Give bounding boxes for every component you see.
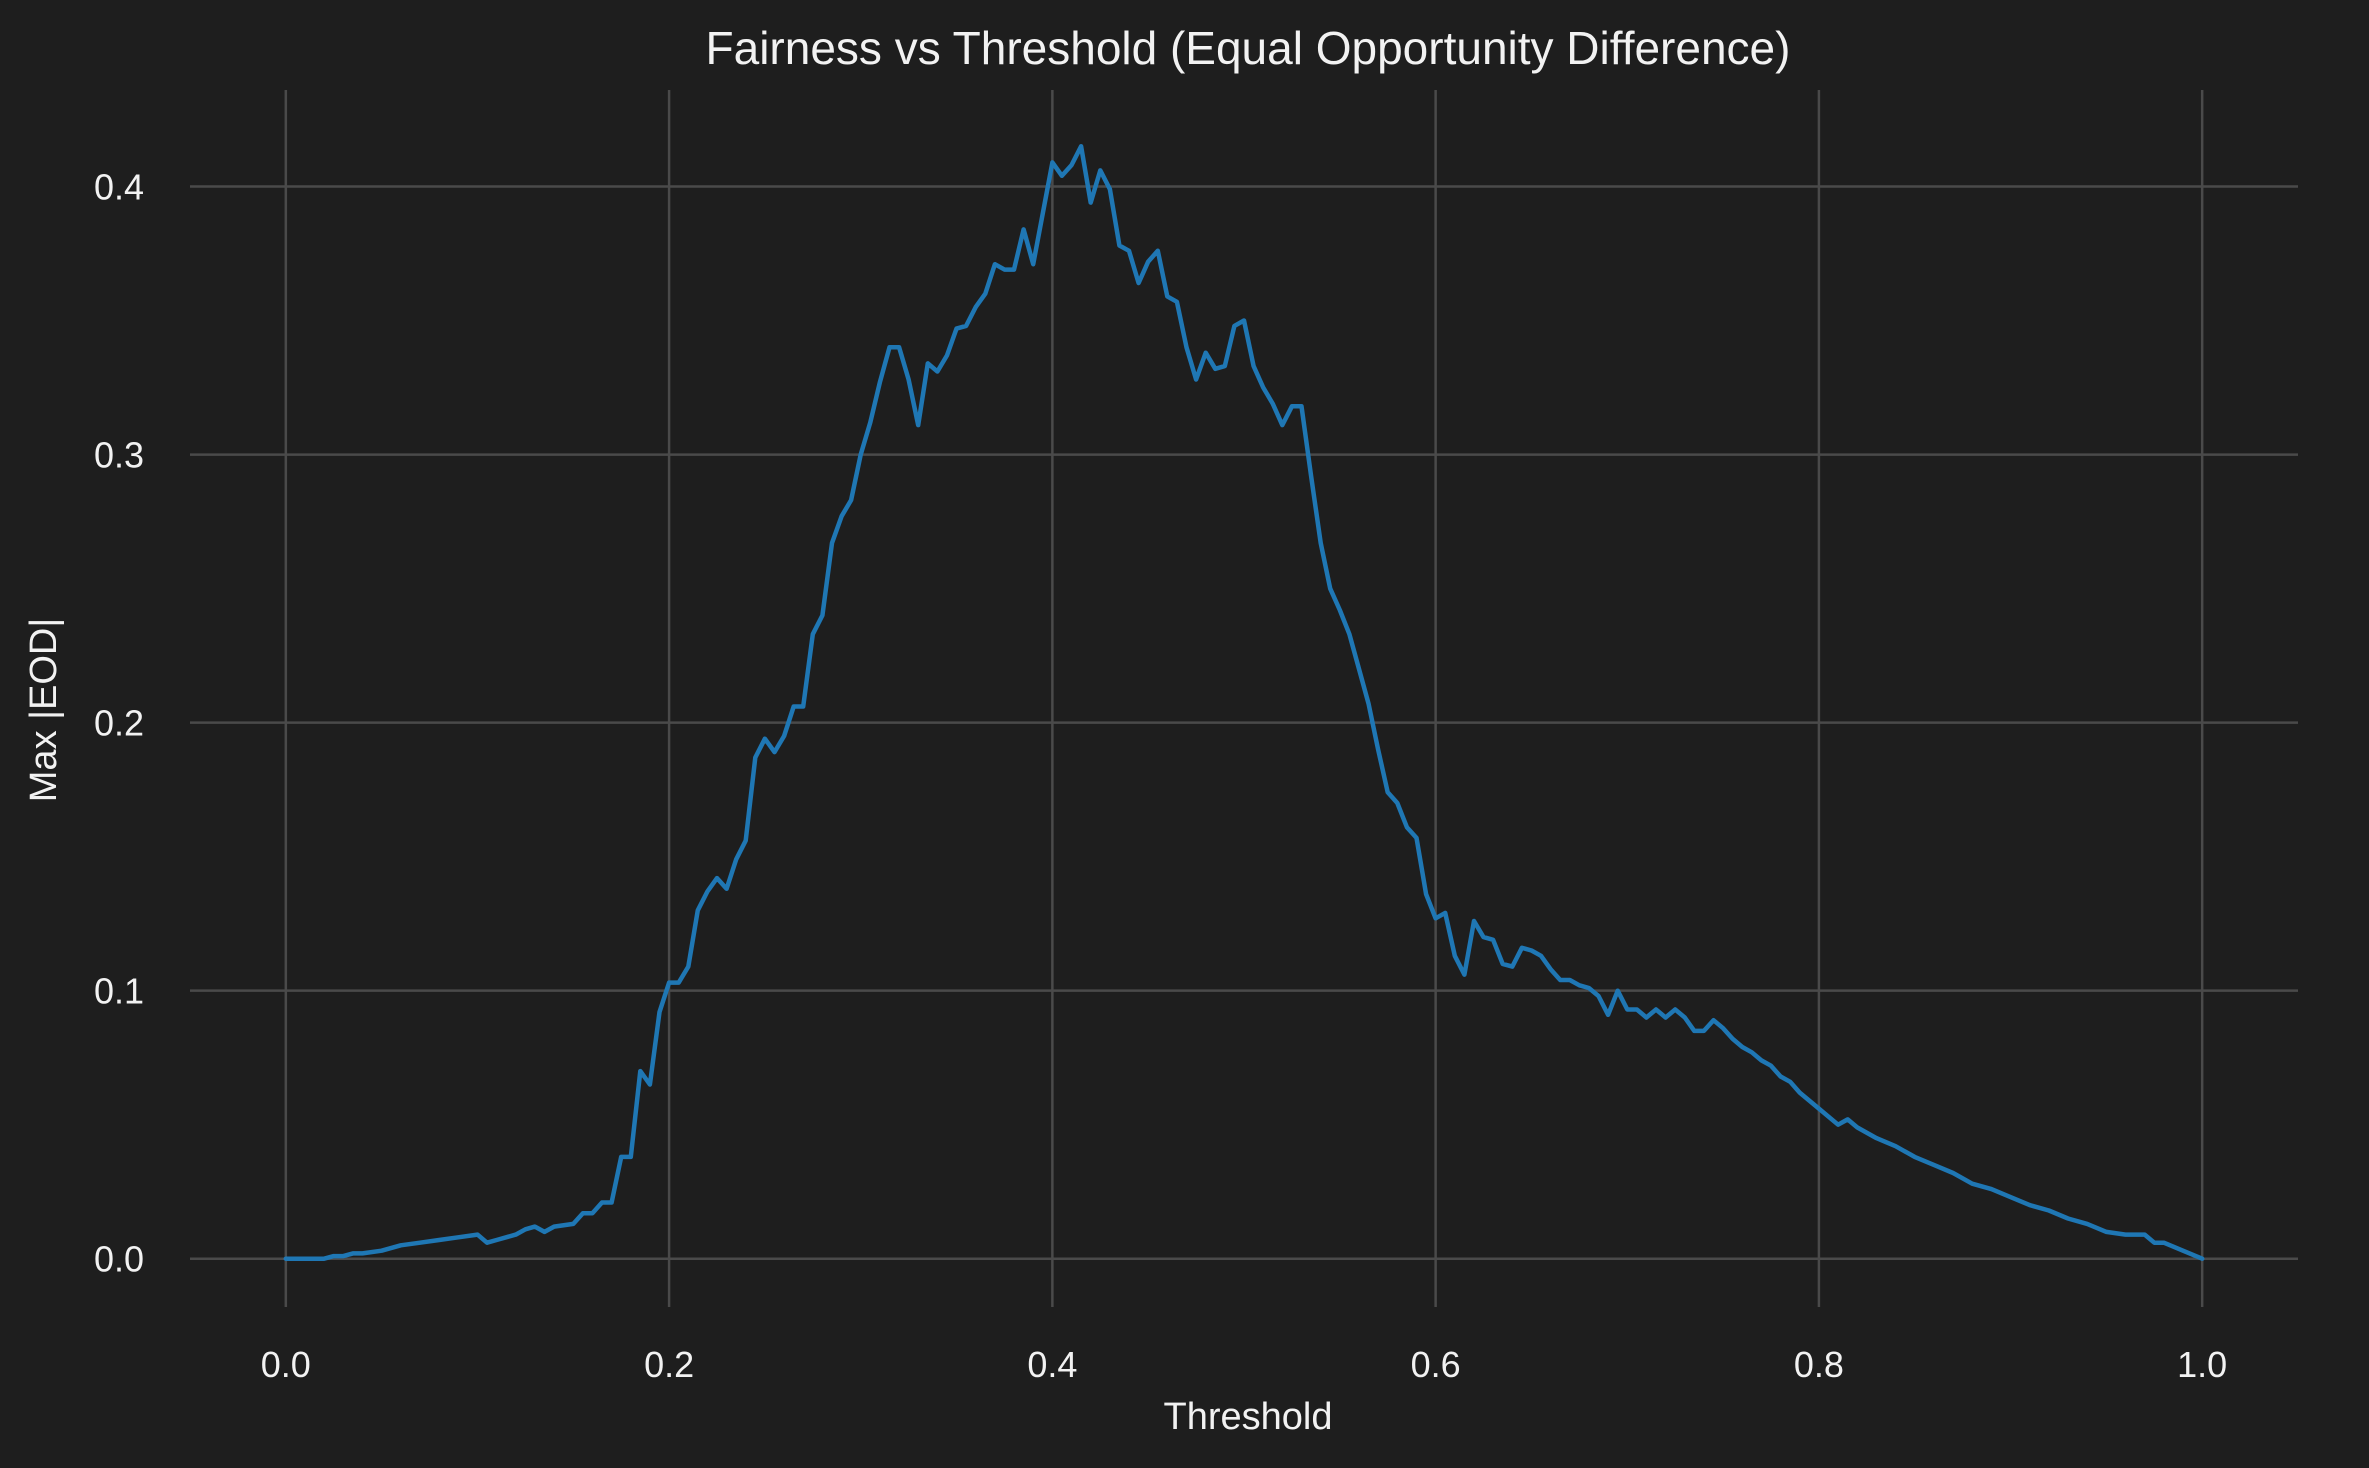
x-tick-label: 0.2 [644, 1344, 694, 1385]
series-layer [283, 144, 2205, 1261]
y-tick-label: 0.0 [94, 1239, 144, 1280]
tick-labels: 0.0 0.2 0.4 0.6 0.8 1.0 0.0 0.1 0.2 0.3 0.4 [94, 167, 2227, 1385]
y-tick-label: 0.1 [94, 971, 144, 1012]
y-axis-label: Max |EOD| [23, 618, 65, 802]
x-tick-label: 1.0 [2177, 1344, 2227, 1385]
y-tick-label: 0.3 [94, 435, 144, 476]
y-tick-label: 0.4 [94, 167, 144, 208]
series-line [283, 144, 2205, 1261]
x-tick-label: 0.0 [261, 1344, 311, 1385]
y-tick-label: 0.2 [94, 703, 144, 744]
x-tick-label: 0.6 [1411, 1344, 1461, 1385]
grid-lines [190, 90, 2298, 1307]
x-tick-label: 0.4 [1027, 1344, 1077, 1385]
x-axis-label: Threshold [1164, 1396, 1333, 1438]
chart-title: Fairness vs Threshold (Equal Opportunity… [706, 22, 1791, 74]
x-tick-label: 0.8 [1794, 1344, 1844, 1385]
